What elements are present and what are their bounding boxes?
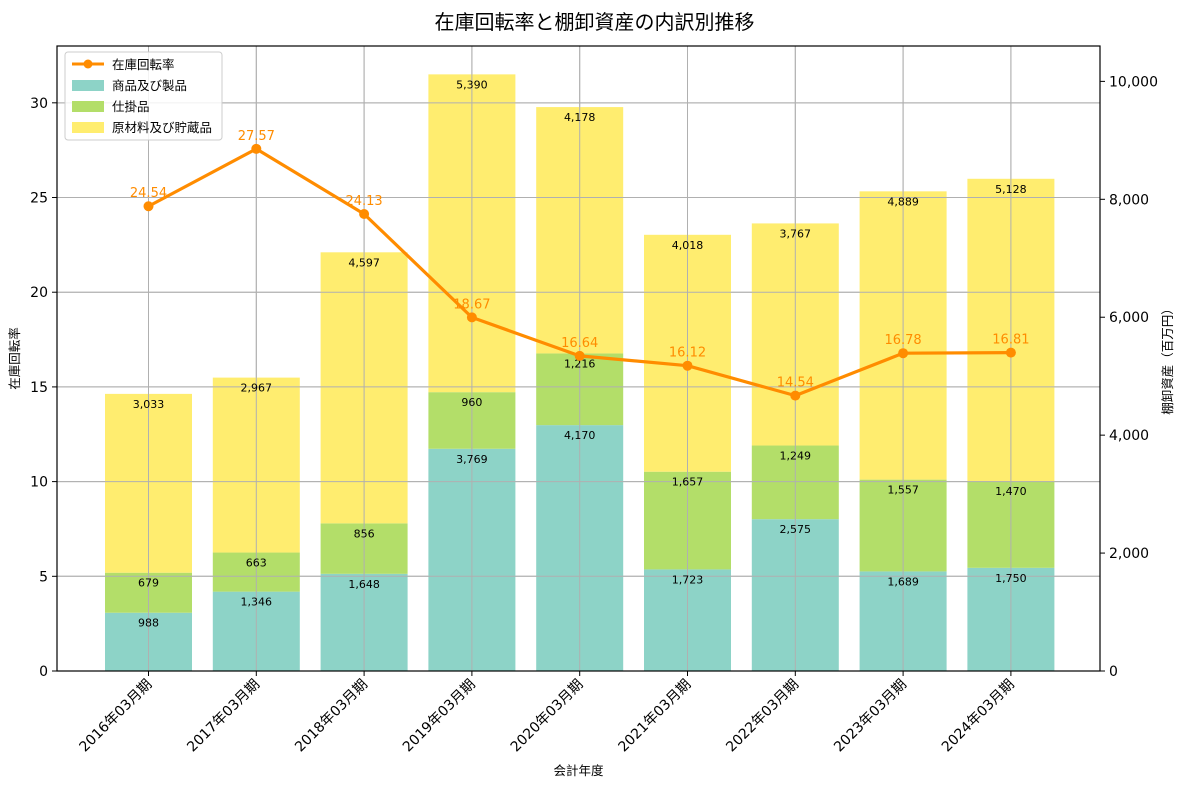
- line-value-label: 16.78: [884, 333, 921, 348]
- svg-text:在庫回転率: 在庫回転率: [7, 327, 22, 390]
- bar-value-label: 1,470: [995, 485, 1027, 498]
- bar-value-label: 1,750: [995, 572, 1027, 585]
- bar-value-label: 3,769: [456, 453, 488, 466]
- svg-text:8,000: 8,000: [1109, 192, 1149, 208]
- bar-value-label: 1,657: [672, 476, 704, 489]
- line-value-label: 14.54: [777, 376, 814, 391]
- bar-value-label: 2,967: [241, 382, 273, 395]
- svg-text:2020年03月期: 2020年03月期: [508, 677, 587, 756]
- legend-entry: 仕掛品: [112, 99, 150, 114]
- svg-text:2024年03月期: 2024年03月期: [939, 677, 1018, 756]
- legend-entry: 原材料及び貯蔵品: [112, 120, 212, 135]
- bar-value-label: 3,033: [133, 398, 165, 411]
- bar-value-label: 679: [138, 577, 159, 590]
- bar-value-label: 1,689: [887, 575, 919, 588]
- bar-value-label: 4,170: [564, 429, 596, 442]
- svg-text:2017年03月期: 2017年03月期: [184, 677, 263, 756]
- svg-text:2,000: 2,000: [1109, 546, 1149, 562]
- svg-text:0: 0: [1109, 664, 1118, 680]
- turnover-line: 24.54 27.57 24.13 18.67 16.64 16.12 14.54 16.78…: [130, 129, 1030, 401]
- svg-text:25: 25: [30, 191, 48, 207]
- svg-text:30: 30: [30, 96, 48, 112]
- svg-text:会計年度: 会計年度: [553, 763, 604, 778]
- svg-text:2021年03月期: 2021年03月期: [616, 677, 695, 756]
- line-value-label: 24.54: [130, 186, 167, 201]
- svg-text:4,000: 4,000: [1109, 428, 1149, 444]
- bar-value-label: 1,723: [672, 573, 704, 586]
- bar-value-label: 4,889: [887, 195, 919, 208]
- svg-text:10,000: 10,000: [1109, 74, 1158, 90]
- line-value-label: 18.67: [453, 297, 490, 312]
- line-value-label: 16.64: [561, 336, 598, 351]
- svg-text:棚卸資産（百万円）: 棚卸資産（百万円）: [1160, 302, 1175, 415]
- svg-text:5: 5: [39, 569, 48, 585]
- line-value-label: 16.12: [669, 346, 706, 361]
- bar-value-label: 1,249: [780, 450, 812, 463]
- bar-value-label: 960: [461, 396, 482, 409]
- bar-value-label: 1,648: [348, 578, 380, 591]
- bar-value-label: 1,216: [564, 357, 596, 370]
- bar-value-label: 4,597: [348, 256, 380, 269]
- bar-value-label: 4,178: [564, 111, 596, 124]
- bar-value-labels: 988 1,346 1,648 3,769 4,170 1,723 2,575 1,689 1,…: [133, 78, 1027, 629]
- chart-title: 在庫回転率と棚卸資産の内訳別推移: [434, 10, 755, 34]
- bar-value-label: 988: [138, 617, 159, 630]
- svg-text:0: 0: [39, 664, 48, 680]
- svg-text:2023年03月期: 2023年03月期: [831, 677, 910, 756]
- svg-text:6,000: 6,000: [1109, 310, 1149, 326]
- line-value-label: 27.57: [238, 129, 275, 144]
- svg-text:2019年03月期: 2019年03月期: [400, 677, 479, 756]
- svg-text:15: 15: [30, 380, 48, 396]
- svg-text:20: 20: [30, 285, 48, 301]
- line-value-label: 24.13: [345, 194, 382, 209]
- bar-value-label: 4,018: [672, 239, 704, 252]
- svg-text:2022年03月期: 2022年03月期: [723, 677, 802, 756]
- line-value-label: 16.81: [992, 333, 1029, 348]
- legend-entry: 在庫回転率: [112, 57, 175, 72]
- bar-value-label: 5,128: [995, 183, 1027, 196]
- bar-value-label: 2,575: [780, 523, 812, 536]
- bar-value-label: 3,767: [780, 227, 812, 240]
- bar-value-label: 663: [246, 557, 267, 570]
- svg-text:10: 10: [30, 475, 48, 491]
- bar-value-label: 856: [354, 527, 375, 540]
- bar-value-label: 5,390: [456, 78, 488, 91]
- svg-text:2016年03月期: 2016年03月期: [77, 677, 156, 756]
- bar-value-label: 1,346: [241, 596, 273, 609]
- svg-text:2018年03月期: 2018年03月期: [292, 677, 371, 756]
- legend-entry: 商品及び製品: [112, 78, 187, 93]
- bar-value-label: 1,557: [887, 484, 919, 497]
